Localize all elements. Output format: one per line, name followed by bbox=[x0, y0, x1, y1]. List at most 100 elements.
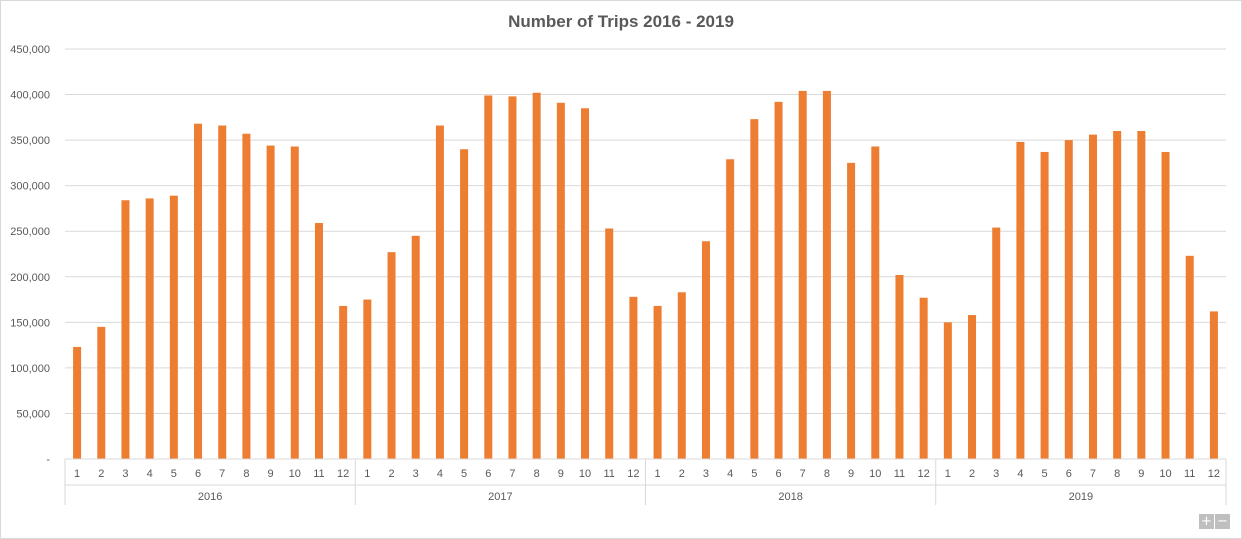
x-group-label: 2019 bbox=[1069, 491, 1093, 503]
x-tick-label: 4 bbox=[1017, 468, 1023, 480]
x-tick-label: 6 bbox=[1066, 468, 1072, 480]
zoom-out-button[interactable]: − bbox=[1215, 514, 1230, 529]
x-tick-label: 1 bbox=[945, 468, 951, 480]
bar bbox=[822, 90, 831, 460]
bar bbox=[581, 108, 590, 459]
chart-title: Number of Trips 2016 - 2019 bbox=[508, 12, 734, 31]
bar bbox=[605, 228, 614, 459]
x-tick-label: 1 bbox=[655, 468, 661, 480]
x-tick-label: 5 bbox=[171, 468, 177, 480]
bar bbox=[556, 102, 565, 459]
x-tick-label: 1 bbox=[364, 468, 370, 480]
x-tick-label: 9 bbox=[268, 468, 274, 480]
bar bbox=[266, 145, 275, 460]
x-tick-label: 4 bbox=[437, 468, 443, 480]
x-tick-label: 9 bbox=[1138, 468, 1144, 480]
bars bbox=[73, 90, 1218, 460]
bar bbox=[97, 326, 106, 459]
x-tick-label: 10 bbox=[289, 468, 301, 480]
bar bbox=[798, 90, 807, 460]
bar bbox=[290, 146, 299, 459]
y-tick-label: 400,000 bbox=[10, 90, 50, 102]
x-tick-label: 6 bbox=[195, 468, 201, 480]
x-tick-label: 3 bbox=[703, 468, 709, 480]
bar bbox=[387, 252, 396, 459]
x-tick-label: 2 bbox=[388, 468, 394, 480]
x-tick-label: 8 bbox=[534, 468, 540, 480]
x-tick-label: 11 bbox=[1184, 468, 1195, 480]
y-tick-label: - bbox=[46, 454, 50, 466]
x-tick-label: 9 bbox=[848, 468, 854, 480]
bar bbox=[460, 149, 469, 459]
x-tick-label: 11 bbox=[604, 468, 615, 480]
y-axis-labels: - 50,000 100,000 150,000 200,000 250,000 300,0… bbox=[10, 44, 50, 466]
x-tick-label: 4 bbox=[727, 468, 733, 480]
x-tick-label: 5 bbox=[461, 468, 467, 480]
y-tick-label: 300,000 bbox=[10, 181, 50, 193]
y-tick-label: 150,000 bbox=[10, 317, 50, 329]
x-group-label: 2017 bbox=[488, 491, 512, 503]
bar bbox=[1161, 151, 1170, 459]
bar bbox=[218, 125, 227, 460]
zoom-in-button[interactable]: + bbox=[1199, 514, 1214, 529]
bar bbox=[484, 95, 493, 459]
bar bbox=[1209, 311, 1218, 459]
x-tick-label: 8 bbox=[243, 468, 249, 480]
bar bbox=[314, 223, 323, 459]
bar bbox=[968, 315, 977, 459]
x-tick-label: 7 bbox=[509, 468, 515, 480]
bar bbox=[1137, 131, 1146, 459]
x-tick-label: 12 bbox=[1208, 468, 1220, 480]
x-tick-label: 8 bbox=[824, 468, 830, 480]
x-tick-label: 2 bbox=[969, 468, 975, 480]
bar bbox=[629, 296, 638, 459]
bar bbox=[677, 292, 686, 459]
y-tick-label: 350,000 bbox=[10, 135, 50, 147]
bar bbox=[701, 241, 710, 459]
bar bbox=[194, 123, 203, 459]
x-group-label: 2018 bbox=[778, 491, 802, 503]
bar bbox=[1185, 255, 1194, 459]
y-tick-label: 100,000 bbox=[10, 363, 50, 375]
x-tick-label: 6 bbox=[485, 468, 491, 480]
x-tick-label: 12 bbox=[627, 468, 639, 480]
x-tick-label: 12 bbox=[918, 468, 930, 480]
x-tick-label: 8 bbox=[1114, 468, 1120, 480]
bar bbox=[847, 162, 856, 459]
bar bbox=[508, 96, 517, 459]
x-tick-label: 10 bbox=[579, 468, 591, 480]
bar bbox=[653, 305, 662, 459]
bar bbox=[363, 299, 372, 459]
x-tick-label: 5 bbox=[1042, 468, 1048, 480]
x-tick-label: 7 bbox=[800, 468, 806, 480]
y-tick-label: 50,000 bbox=[16, 408, 50, 420]
bar bbox=[726, 159, 735, 459]
gridlines bbox=[65, 48, 1226, 414]
bar bbox=[919, 297, 928, 459]
bar bbox=[992, 227, 1001, 459]
bar bbox=[1113, 131, 1122, 459]
x-tick-label: 10 bbox=[869, 468, 881, 480]
x-tick-label: 12 bbox=[337, 468, 349, 480]
bar bbox=[943, 322, 952, 459]
bar bbox=[1064, 140, 1073, 459]
x-tick-label: 3 bbox=[122, 468, 128, 480]
bar bbox=[871, 146, 880, 459]
bar bbox=[145, 198, 154, 459]
y-tick-label: 450,000 bbox=[10, 44, 50, 56]
x-tick-label: 7 bbox=[1090, 468, 1096, 480]
bar bbox=[339, 305, 348, 459]
bar bbox=[750, 119, 759, 460]
y-tick-label: 250,000 bbox=[10, 226, 50, 238]
bar bbox=[532, 92, 541, 459]
x-tick-label: 1 bbox=[74, 468, 80, 480]
x-group-label: 2016 bbox=[198, 491, 222, 503]
x-tick-label: 6 bbox=[775, 468, 781, 480]
x-tick-label: 9 bbox=[558, 468, 564, 480]
x-tick-label: 7 bbox=[219, 468, 225, 480]
x-tick-label: 5 bbox=[751, 468, 757, 480]
bar bbox=[435, 125, 444, 460]
